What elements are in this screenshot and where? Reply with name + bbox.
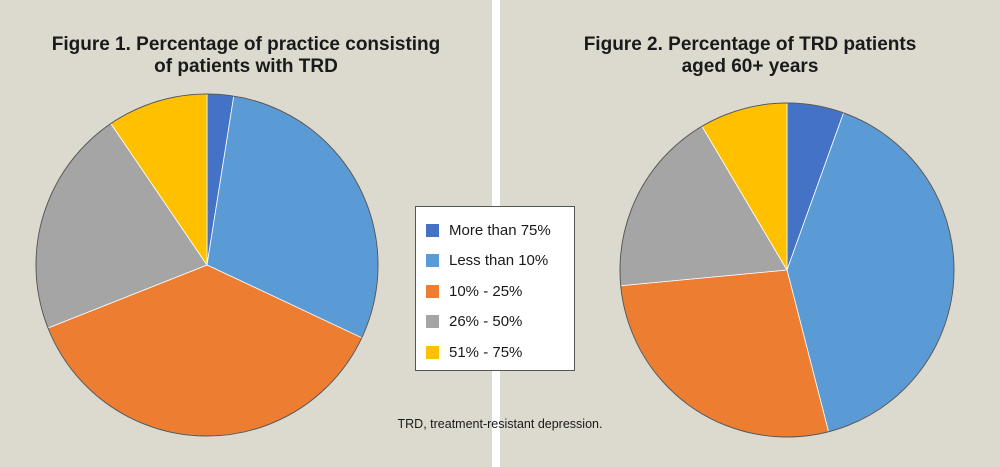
figure-1-title-line-1: Figure 1. Percentage of practice consist… — [51, 34, 441, 55]
legend-label: 26% - 50% — [449, 313, 523, 331]
legend-label: 10% - 25% — [449, 282, 523, 300]
figure-2-panel: Figure 2. Percentage of TRD patients age… — [500, 0, 1000, 467]
legend-item: More than 75% — [426, 215, 574, 246]
footnote: TRD, treatment-resistant depression. — [397, 417, 603, 431]
legend-swatch — [426, 315, 439, 329]
legend: More than 75% Less than 10% 10% - 25% 26… — [415, 206, 575, 371]
figure-2-title-line-1: Figure 2. Percentage of TRD patients — [583, 34, 917, 55]
figure-1-pie — [35, 93, 379, 437]
legend-item: 51% - 75% — [426, 337, 574, 368]
legend-swatch — [426, 284, 439, 298]
figure-2-pie — [619, 102, 955, 438]
legend-label: 51% - 75% — [449, 343, 523, 361]
legend-label: Less than 10% — [449, 252, 549, 270]
legend-swatch — [426, 345, 439, 359]
figure-1-panel: Figure 1. Percentage of practice consist… — [0, 0, 492, 467]
legend-item: Less than 10% — [426, 246, 574, 277]
legend-item: 26% - 50% — [426, 307, 574, 338]
pie-outline — [619, 102, 955, 438]
figure-1-title-line-2: of patients with TRD — [154, 56, 338, 77]
legend-label: More than 75% — [449, 221, 551, 239]
figure-1-title: Figure 1. Percentage of practice consist… — [0, 34, 492, 78]
legend-swatch — [426, 254, 439, 268]
pie-outline — [35, 93, 379, 437]
legend-item: 10% - 25% — [426, 276, 574, 307]
figure-2-title-line-2: aged 60+ years — [681, 56, 819, 77]
legend-swatch — [426, 223, 439, 237]
figure-2-title: Figure 2. Percentage of TRD patients age… — [500, 34, 1000, 78]
